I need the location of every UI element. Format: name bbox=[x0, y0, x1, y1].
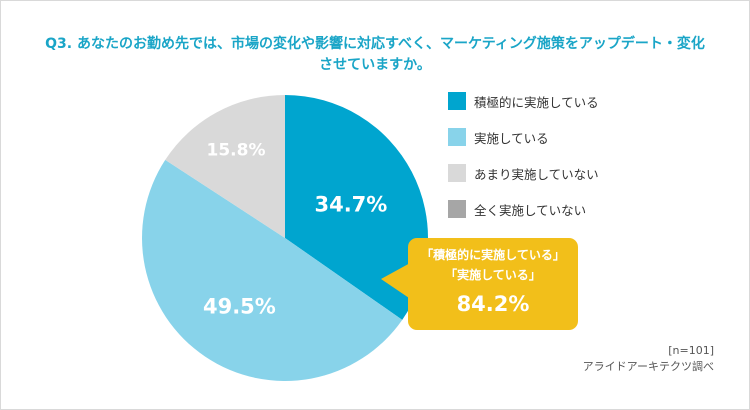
legend-label: あまり実施していない bbox=[474, 166, 599, 182]
sample-size: [n=101] bbox=[668, 344, 714, 357]
legend-item: 積極的に実施している bbox=[448, 92, 599, 110]
pie-slice-label: 15.8% bbox=[207, 141, 266, 161]
legend-swatch-rarely bbox=[448, 164, 466, 182]
legend-label: 積極的に実施している bbox=[474, 94, 599, 110]
title-line-2: させていますか。 bbox=[319, 57, 431, 73]
legend-label: 実施している bbox=[474, 130, 549, 146]
pie-slices bbox=[142, 95, 428, 381]
legend-item: 実施している bbox=[448, 128, 599, 146]
callout-text: 「積極的に実施している」 「実施している」 84.2% bbox=[408, 245, 578, 323]
chart-legend: 積極的に実施している 実施している あまり実施していない 全く実施していない bbox=[448, 92, 599, 236]
callout-box bbox=[408, 238, 578, 330]
pie-slice-implementing bbox=[142, 159, 403, 381]
legend-swatch-active bbox=[448, 92, 466, 110]
source-note: アライドアーキテクツ調べ bbox=[582, 360, 714, 373]
pie-slice-rarely bbox=[165, 95, 285, 238]
callout-line-1: 「積極的に実施している」 bbox=[421, 248, 565, 262]
chart-note: [n=101] アライドアーキテクツ調べ bbox=[583, 343, 714, 375]
legend-label: 全く実施していない bbox=[474, 202, 587, 218]
chart-title: Q3. あなたのお勤め先では、市場の変化や影響に対応すべく、マーケティング施策を… bbox=[30, 34, 720, 76]
callout-value: 84.2% bbox=[456, 292, 530, 316]
legend-swatch-implementing bbox=[448, 128, 466, 146]
legend-item: あまり実施していない bbox=[448, 164, 599, 182]
title-line-1: Q3. あなたのお勤め先では、市場の変化や影響に対応すべく、マーケティング施策を… bbox=[45, 36, 705, 52]
pie-slice-label: 49.5% bbox=[203, 295, 276, 319]
pie-slice-labels: 34.7% 49.5% 15.8% bbox=[203, 141, 387, 319]
pie-slice-label: 34.7% bbox=[314, 193, 387, 217]
legend-item: 全く実施していない bbox=[448, 200, 599, 218]
legend-swatch-not-at-all bbox=[448, 200, 466, 218]
callout-line-2: 「実施している」 bbox=[445, 268, 541, 282]
